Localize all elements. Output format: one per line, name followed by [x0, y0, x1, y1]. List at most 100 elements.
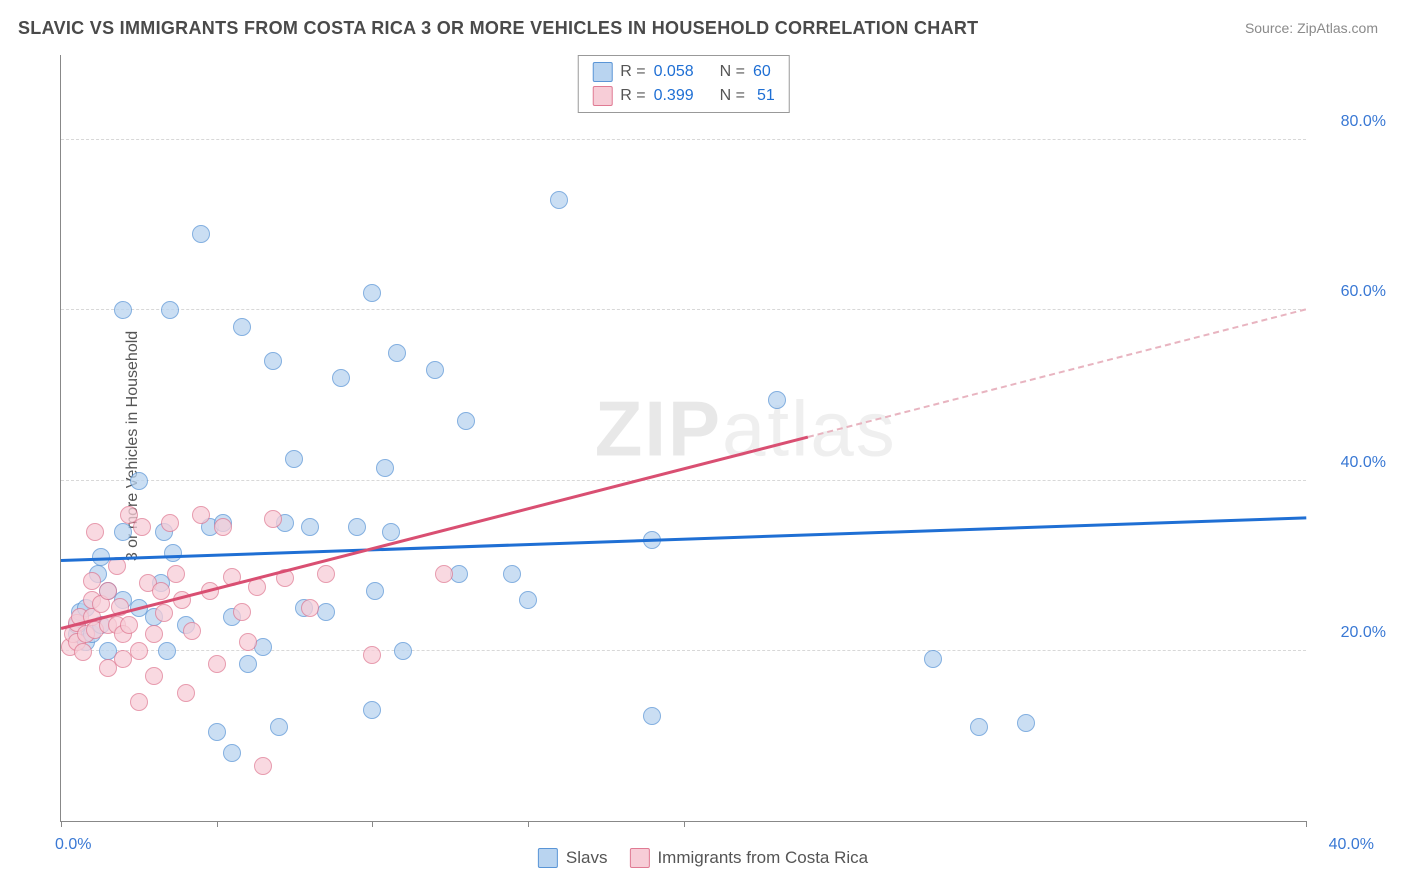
data-point-slavs — [192, 225, 210, 243]
gridline — [61, 139, 1306, 140]
data-point-costarica — [239, 633, 257, 651]
n-value-costarica: 51 — [757, 87, 775, 105]
plot-area: ZIPatlas R = 0.058 N = 60 R = 0.399 N = … — [60, 55, 1306, 822]
data-point-costarica — [130, 693, 148, 711]
data-point-costarica — [86, 523, 104, 541]
ytick-label: 20.0% — [1316, 624, 1386, 642]
trend-line — [808, 308, 1307, 438]
gridline — [61, 309, 1306, 310]
data-point-slavs — [208, 723, 226, 741]
data-point-costarica — [317, 565, 335, 583]
data-point-slavs — [254, 638, 272, 656]
data-point-costarica — [74, 643, 92, 661]
legend-label-costarica: Immigrants from Costa Rica — [657, 848, 868, 868]
data-point-costarica — [120, 616, 138, 634]
data-point-costarica — [145, 667, 163, 685]
data-point-costarica — [133, 518, 151, 536]
n-label: N = — [720, 87, 745, 105]
r-label: R = — [620, 87, 645, 105]
r-value-slavs: 0.058 — [654, 63, 694, 81]
swatch-pink-icon — [592, 86, 612, 106]
data-point-slavs — [301, 518, 319, 536]
stats-row-slavs: R = 0.058 N = 60 — [592, 60, 775, 84]
data-point-slavs — [388, 344, 406, 362]
xtick — [217, 821, 218, 827]
data-point-slavs — [363, 284, 381, 302]
data-point-slavs — [264, 352, 282, 370]
data-point-costarica — [192, 506, 210, 524]
data-point-slavs — [376, 459, 394, 477]
data-point-slavs — [450, 565, 468, 583]
legend-item-slavs: Slavs — [538, 848, 608, 868]
ytick-label: 40.0% — [1316, 454, 1386, 472]
n-value-slavs: 60 — [753, 63, 771, 81]
data-point-slavs — [164, 544, 182, 562]
xtick — [61, 821, 62, 827]
data-point-slavs — [503, 565, 521, 583]
swatch-blue-icon — [592, 62, 612, 82]
data-point-costarica — [167, 565, 185, 583]
ytick-label: 80.0% — [1316, 113, 1386, 131]
data-point-slavs — [332, 369, 350, 387]
data-point-costarica — [233, 603, 251, 621]
legend-item-costarica: Immigrants from Costa Rica — [629, 848, 868, 868]
data-point-slavs — [457, 412, 475, 430]
gridline — [61, 480, 1306, 481]
data-point-costarica — [435, 565, 453, 583]
swatch-blue-icon — [538, 848, 558, 868]
data-point-slavs — [394, 642, 412, 660]
data-point-slavs — [1017, 714, 1035, 732]
xtick — [684, 821, 685, 827]
data-point-slavs — [768, 391, 786, 409]
legend-label-slavs: Slavs — [566, 848, 608, 868]
data-point-slavs — [348, 518, 366, 536]
data-point-costarica — [145, 625, 163, 643]
source-attribution: Source: ZipAtlas.com — [1245, 20, 1378, 36]
xtick — [372, 821, 373, 827]
data-point-slavs — [924, 650, 942, 668]
data-point-costarica — [208, 655, 226, 673]
data-point-costarica — [99, 582, 117, 600]
data-point-slavs — [114, 523, 132, 541]
r-label: R = — [620, 63, 645, 81]
data-point-slavs — [114, 301, 132, 319]
swatch-pink-icon — [629, 848, 649, 868]
data-point-costarica — [363, 646, 381, 664]
data-point-costarica — [183, 622, 201, 640]
xtick — [528, 821, 529, 827]
data-point-slavs — [270, 718, 288, 736]
x-axis-max-label: 40.0% — [1329, 836, 1374, 854]
data-point-slavs — [366, 582, 384, 600]
stats-row-costarica: R = 0.399 N = 51 — [592, 84, 775, 108]
data-point-costarica — [152, 582, 170, 600]
r-value-costarica: 0.399 — [654, 87, 694, 105]
data-point-slavs — [519, 591, 537, 609]
data-point-costarica — [155, 604, 173, 622]
data-point-slavs — [317, 603, 335, 621]
legend-bottom: Slavs Immigrants from Costa Rica — [538, 848, 868, 868]
data-point-slavs — [161, 301, 179, 319]
chart-title: SLAVIC VS IMMIGRANTS FROM COSTA RICA 3 O… — [18, 18, 978, 39]
ytick-label: 60.0% — [1316, 283, 1386, 301]
data-point-slavs — [239, 655, 257, 673]
trend-line — [61, 516, 1306, 561]
data-point-costarica — [264, 510, 282, 528]
data-point-slavs — [158, 642, 176, 660]
data-point-slavs — [643, 707, 661, 725]
stats-legend-box: R = 0.058 N = 60 R = 0.399 N = 51 — [577, 55, 790, 113]
data-point-slavs — [285, 450, 303, 468]
x-axis-min-label: 0.0% — [55, 836, 91, 854]
watermark: ZIPatlas — [595, 383, 897, 474]
data-point-slavs — [970, 718, 988, 736]
data-point-slavs — [130, 472, 148, 490]
data-point-costarica — [130, 642, 148, 660]
data-point-slavs — [550, 191, 568, 209]
data-point-costarica — [161, 514, 179, 532]
data-point-costarica — [254, 757, 272, 775]
data-point-costarica — [177, 684, 195, 702]
data-point-costarica — [301, 599, 319, 617]
trend-line — [61, 436, 809, 630]
data-point-slavs — [363, 701, 381, 719]
xtick — [1306, 821, 1307, 827]
n-label: N = — [720, 63, 745, 81]
